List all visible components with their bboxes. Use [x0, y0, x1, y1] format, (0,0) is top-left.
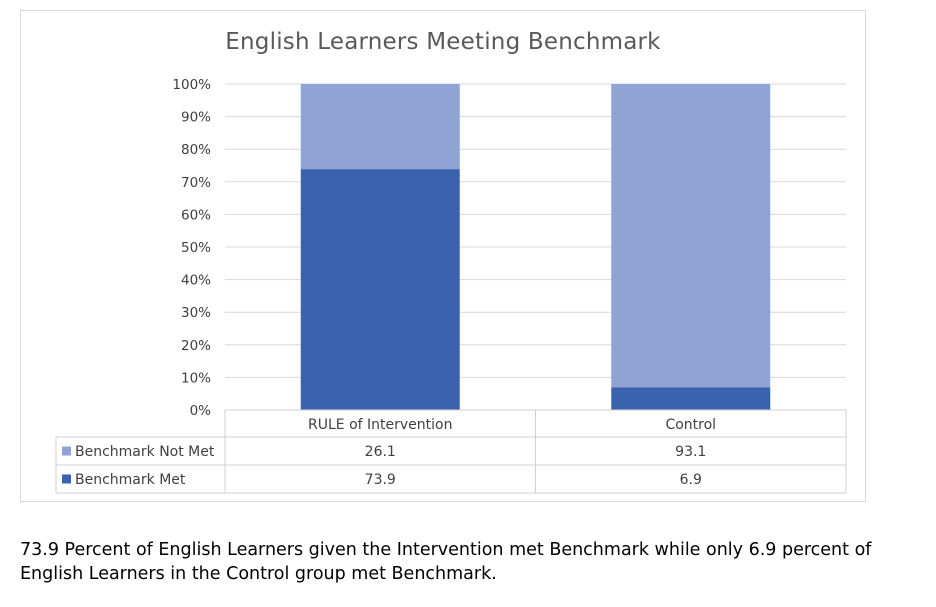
y-tick-label: 10% — [181, 370, 211, 386]
y-tick-label: 40% — [181, 273, 211, 289]
table-value: 73.9 — [365, 472, 396, 488]
y-tick-label: 90% — [181, 110, 211, 126]
bar-segment — [300, 169, 460, 410]
legend-key — [62, 446, 71, 456]
y-tick-label: 100% — [172, 77, 211, 93]
y-tick-label: 70% — [181, 175, 211, 191]
y-tick-label: 30% — [181, 305, 211, 321]
y-tick-label: 80% — [181, 142, 211, 158]
chart-svg: 0% 10% 20% 30% 40% 50% 60% 70% 80% 90% 100% RULE of… — [55, 77, 847, 494]
caption: 73.9 Percent of English Learners given t… — [20, 540, 872, 584]
y-tick-label: 0% — [190, 403, 212, 419]
category-label: Control — [665, 417, 716, 433]
y-tick-label: 20% — [181, 338, 211, 354]
chart-title: English Learners Meeting Benchmark — [225, 29, 661, 55]
legend-label: Benchmark Not Met — [75, 444, 215, 460]
legend-key — [62, 474, 71, 484]
category-label: RULE of Intervention — [308, 417, 452, 433]
y-tick-label: 60% — [181, 207, 211, 223]
table-value: 6.9 — [680, 472, 702, 488]
y-tick-label: 50% — [181, 240, 211, 256]
table-value: 26.1 — [365, 444, 396, 460]
chart-frame: English Learners Meeting Benchmark 0% 10%… — [20, 10, 866, 502]
bar-segment — [611, 387, 771, 410]
table-value: 93.1 — [675, 444, 706, 460]
bar-segment — [300, 84, 460, 170]
bar-segment — [611, 84, 771, 388]
legend-label: Benchmark Met — [75, 472, 186, 488]
